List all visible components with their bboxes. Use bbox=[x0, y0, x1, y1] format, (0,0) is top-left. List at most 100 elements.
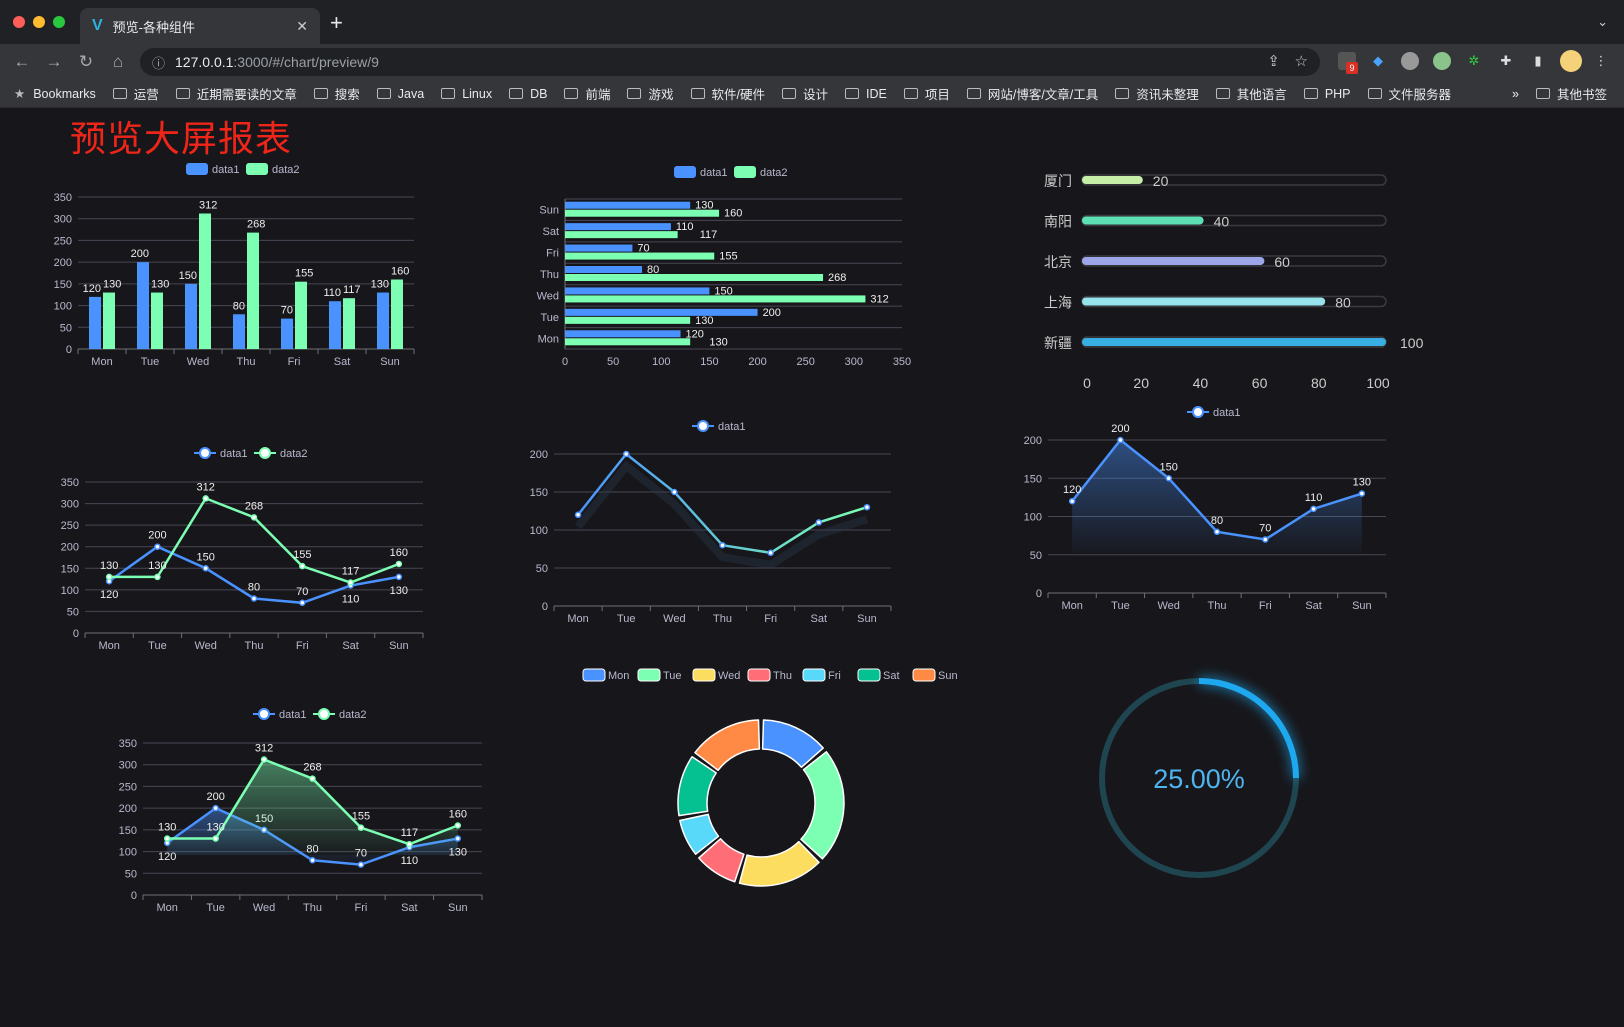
bar-value-label: 200 bbox=[131, 248, 149, 260]
forward-button[interactable]: → bbox=[45, 52, 63, 71]
progress-row: 北京 60 bbox=[1044, 254, 1387, 270]
share-icon[interactable]: ⇪ bbox=[1267, 53, 1280, 70]
bookmark-item[interactable]: 近期需要读的文章 bbox=[175, 84, 297, 103]
extension-gem-icon[interactable]: ◆ bbox=[1373, 53, 1383, 68]
browser-tab[interactable]: V 预览-各种组件 ✕ bbox=[80, 8, 320, 44]
bookmark-item[interactable]: PHP bbox=[1303, 87, 1351, 101]
legend-item-data1[interactable]: data1 bbox=[692, 420, 746, 433]
data-point-data2 bbox=[154, 573, 161, 581]
folder-icon bbox=[564, 88, 579, 99]
x-tick-label: Sat bbox=[1305, 600, 1322, 612]
bar-value-label: 70 bbox=[637, 243, 649, 255]
y-tick-label: 300 bbox=[119, 760, 137, 772]
hbar-data1 bbox=[565, 244, 633, 252]
bookmark-item[interactable]: 运营 bbox=[112, 84, 159, 103]
bookmark-item[interactable]: 其他语言 bbox=[1215, 84, 1287, 103]
hbar-data1 bbox=[565, 223, 671, 231]
extension-gear-icon[interactable]: ✲ bbox=[1468, 53, 1480, 68]
legend-item-data1[interactable]: data1 bbox=[186, 163, 240, 176]
bookmark-item[interactable]: 搜索 bbox=[313, 84, 360, 103]
bookmark-item[interactable]: 前端 bbox=[564, 84, 610, 103]
donut-slice-Sun bbox=[694, 719, 761, 772]
legend-item-Thu[interactable]: Thu bbox=[747, 668, 792, 682]
bookmark-item[interactable]: 设计 bbox=[781, 84, 828, 103]
data-point-data1 bbox=[767, 549, 774, 557]
x-tick-label: 300 bbox=[845, 356, 863, 368]
data-point-data1 bbox=[863, 503, 871, 511]
line-shadow bbox=[574, 460, 869, 569]
data-value-label: 200 bbox=[148, 530, 166, 542]
donut-slice-Thu bbox=[698, 838, 745, 883]
bar-data2 bbox=[199, 213, 211, 349]
home-button[interactable]: ⌂ bbox=[112, 52, 124, 71]
legend-item-data2[interactable]: data2 bbox=[313, 708, 367, 721]
legend-item-Sat[interactable]: Sat bbox=[857, 668, 900, 682]
side-panel-icon[interactable]: ▮ bbox=[1534, 53, 1542, 68]
bookmark-item[interactable]: 游戏 bbox=[627, 84, 674, 103]
data-point-data1 bbox=[815, 519, 823, 526]
site-info-icon[interactable]: ⓘ bbox=[152, 55, 166, 71]
bookmark-item[interactable]: 软件/硬件 bbox=[690, 84, 765, 103]
address-bar[interactable]: ⓘ 127.0.0.1:3000/#/chart/preview/9 ⇪ ☆ bbox=[140, 48, 1320, 76]
minimize-window-button[interactable] bbox=[33, 16, 45, 28]
x-tick-label: Wed bbox=[253, 902, 275, 914]
back-button[interactable]: ← bbox=[13, 52, 31, 71]
other-bookmarks-folder[interactable]: 其他书签 bbox=[1535, 84, 1607, 103]
reload-button[interactable]: ↻ bbox=[78, 52, 94, 71]
data-value-label: 130 bbox=[206, 822, 224, 834]
new-tab-button[interactable]: + bbox=[330, 10, 343, 35]
bookmark-item[interactable]: 网站/博客/文章/工具 bbox=[966, 84, 1098, 103]
bookmark-item[interactable]: 资讯未整理 bbox=[1115, 84, 1199, 103]
bar-data1 bbox=[377, 292, 389, 349]
data-point-data2 bbox=[212, 835, 219, 842]
bookmarks-overflow-button[interactable]: » bbox=[1512, 86, 1519, 101]
legend-item-Mon[interactable]: Mon bbox=[582, 668, 629, 682]
browser-toolbar: ← → ↻ ⌂ ⓘ 127.0.0.1:3000/#/chart/preview… bbox=[0, 44, 1624, 80]
legend-item-data2[interactable]: data2 bbox=[734, 166, 788, 179]
bookmark-item[interactable]: 项目 bbox=[903, 84, 950, 103]
legend-item-Tue[interactable]: Tue bbox=[637, 668, 682, 682]
hbar-data2 bbox=[565, 274, 824, 281]
menu-kebab-icon[interactable]: ⋮ bbox=[1594, 53, 1608, 68]
data-point-data1 bbox=[1165, 475, 1172, 482]
folder-icon bbox=[509, 88, 524, 99]
extension-green-icon[interactable] bbox=[1433, 52, 1451, 70]
y-tick-label: 350 bbox=[54, 192, 72, 204]
legend-label: data1 bbox=[718, 421, 746, 433]
bookmark-item[interactable]: IDE bbox=[845, 87, 887, 101]
legend-item-Sun[interactable]: Sun bbox=[912, 668, 958, 682]
x-tick-label: 0 bbox=[1083, 375, 1091, 391]
bookmark-item[interactable]: DB bbox=[509, 87, 547, 101]
data-value-label: 120 bbox=[100, 589, 118, 601]
bookmark-item[interactable]: Java bbox=[376, 87, 424, 101]
close-window-button[interactable] bbox=[13, 16, 25, 28]
legend-swatch-icon bbox=[582, 668, 606, 682]
bookmark-item[interactable]: Linux bbox=[441, 87, 492, 101]
tab-search-chevron-icon[interactable]: ⌄ bbox=[1597, 14, 1608, 29]
bar-value-label: 130 bbox=[709, 336, 727, 348]
profile-avatar[interactable] bbox=[1560, 50, 1582, 72]
bookmark-star-icon[interactable]: ☆ bbox=[1294, 53, 1308, 70]
bookmark-item[interactable]: 文件服务器 bbox=[1367, 84, 1451, 103]
legend-item-data2[interactable]: data2 bbox=[246, 163, 300, 176]
close-tab-icon[interactable]: ✕ bbox=[296, 17, 308, 34]
legend-item-data1[interactable]: data1 bbox=[253, 708, 307, 721]
bar-data2 bbox=[343, 298, 355, 349]
legend-item-data2[interactable]: data2 bbox=[254, 447, 308, 460]
legend-item-Fri[interactable]: Fri bbox=[802, 668, 841, 682]
x-tick-label: Thu bbox=[237, 356, 256, 368]
x-tick-label: 100 bbox=[652, 356, 670, 368]
legend-item-data1[interactable]: data1 bbox=[674, 166, 728, 179]
progress-label: 新疆 bbox=[1044, 335, 1072, 351]
data-point-data1 bbox=[154, 543, 161, 550]
legend-item-data1[interactable]: data1 bbox=[194, 447, 248, 460]
legend-item-Wed[interactable]: Wed bbox=[692, 668, 740, 682]
extensions-puzzle-icon[interactable]: ✚ bbox=[1500, 53, 1512, 68]
x-tick-label: 60 bbox=[1252, 375, 1268, 391]
bookmark-item[interactable]: ★ Bookmarks bbox=[14, 86, 96, 102]
maximize-window-button[interactable] bbox=[53, 16, 65, 28]
data-point-data2 bbox=[395, 560, 403, 568]
legend-marker-icon bbox=[259, 447, 271, 459]
extension-circle-icon[interactable] bbox=[1401, 52, 1419, 70]
legend-item-data1[interactable]: data1 bbox=[1187, 406, 1241, 419]
